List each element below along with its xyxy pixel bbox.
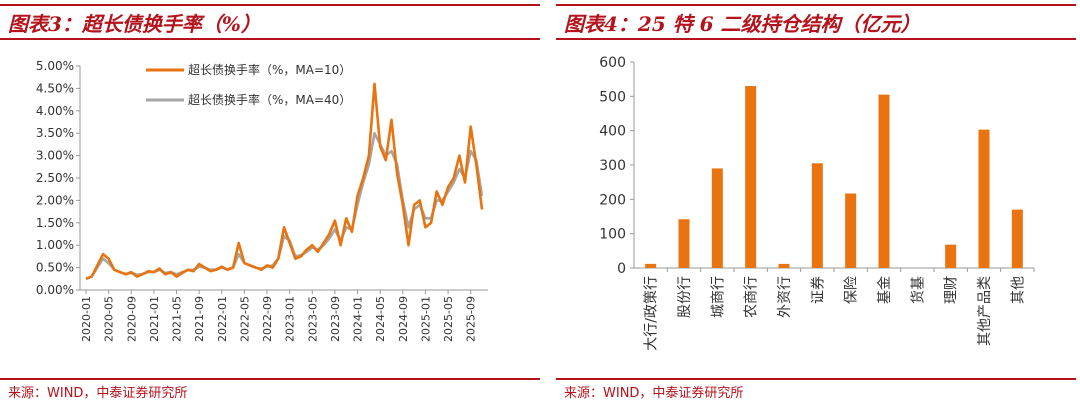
y-tick-label: 5.00% [36,59,74,73]
y-tick-label: 1.00% [36,238,74,252]
series-line [85,82,484,281]
x-tick-label: 城商行 [710,276,726,318]
bar [711,168,723,268]
bar [811,163,823,268]
y-tick-label: 4.50% [36,81,74,95]
x-tick-label: 2022-05 [238,296,251,342]
right-panel: 图表4：25 特 6 二级持仓结构（亿元） 0 100 200 300 400 500 60… [556,0,1076,408]
bar [678,219,690,268]
line-chart: 0.00% 0.50% 1.00% 1.50% 2.00% 2.50% 3.00% 3.50%… [36,59,488,342]
y-tick-label: 2.00% [36,193,74,207]
x-tick-label: 2020-05 [103,296,116,342]
y-tick-label: 200 [599,192,626,208]
y-tick-label: 600 [599,55,626,71]
x-tick-label: 2025-05 [442,296,455,342]
y-tick-label: 3.00% [36,149,74,163]
bar [645,263,657,268]
x-tick-label: 大行/政策行 [643,276,660,351]
x-tick-label: 理财 [944,276,960,304]
bar [1011,209,1023,268]
x-tick-label: 证券 [810,276,826,304]
series-line [85,131,484,281]
title-underline [556,38,1076,40]
left-panel: 图表3：超长债换手率（%） 0.00% 0.50% 1.00% 1.50% 2.00% 2… [0,4,540,401]
x-tick-label: 其他 [1010,276,1026,304]
x-tick-label: 2022-09 [261,296,274,342]
legend-label: 超长债换手率（%，MA=40） [188,92,351,107]
x-tick-label: 货基 [909,276,926,304]
bar [978,129,990,268]
source-rule [0,378,540,380]
source-note: 来源：WIND，中泰证券研究所 [564,386,744,401]
y-tick-label: 300 [599,158,626,174]
title-rule [556,4,1076,6]
bar [845,193,857,268]
x-tick-label: 2024-09 [397,296,410,342]
y-tick-label: 2.50% [36,171,74,185]
y-tick-label: 100 [599,227,626,243]
x-tick-label: 2021-09 [193,296,206,342]
y-tick-label: 0.00% [36,283,74,297]
x-tick-label: 保险 [844,276,860,304]
y-tick-label: 1.50% [36,216,74,230]
y-tick-label: 4.00% [36,104,74,118]
y-tick-label: 0 [617,261,626,277]
x-tick-label: 2025-01 [419,296,432,342]
x-tick-label: 2024-05 [374,296,387,342]
x-tick-label: 2025-09 [465,296,478,342]
panel-title: 图表4：25 特 6 二级持仓结构（亿元） [564,12,921,36]
x-tick-label: 2020-01 [80,296,93,342]
source-note: 来源：WIND，中泰证券研究所 [8,386,188,401]
x-tick-label: 2021-05 [171,296,184,342]
x-tick-label: 农商行 [744,276,760,318]
bar [745,86,757,269]
x-tick-label: 股份行 [677,276,693,318]
x-tick-label: 外资行 [777,276,793,318]
y-tick-label: 400 [599,124,626,140]
y-tick-label: 0.50% [36,261,74,275]
x-tick-label: 2021-01 [148,296,161,342]
x-tick-label: 2023-09 [329,296,342,342]
y-tick-label: 500 [599,89,626,105]
title-underline [0,38,540,40]
x-tick-label: 2022-01 [216,296,229,342]
source-rule [556,378,1076,380]
bar-chart: 0 100 200 300 400 500 600 大行/政策行 股份行 城商行 农商行 外资行 证券保… [599,55,1035,351]
x-tick-label: 基金 [876,276,893,304]
panel-title: 图表3：超长债换手率（%） [8,12,261,36]
y-tick-label: 3.50% [36,126,74,140]
legend-label: 超长债换手率（%，MA=10） [188,62,351,77]
x-tick-label: 2020-09 [125,296,138,342]
bar [778,263,790,268]
x-tick-label: 2023-05 [306,296,319,342]
x-tick-label: 2023-01 [284,296,297,342]
bar [945,244,957,268]
title-rule [0,4,540,6]
bar [878,94,890,268]
x-tick-label: 其他产品类 [977,276,993,346]
x-tick-label: 2024-01 [352,296,365,342]
